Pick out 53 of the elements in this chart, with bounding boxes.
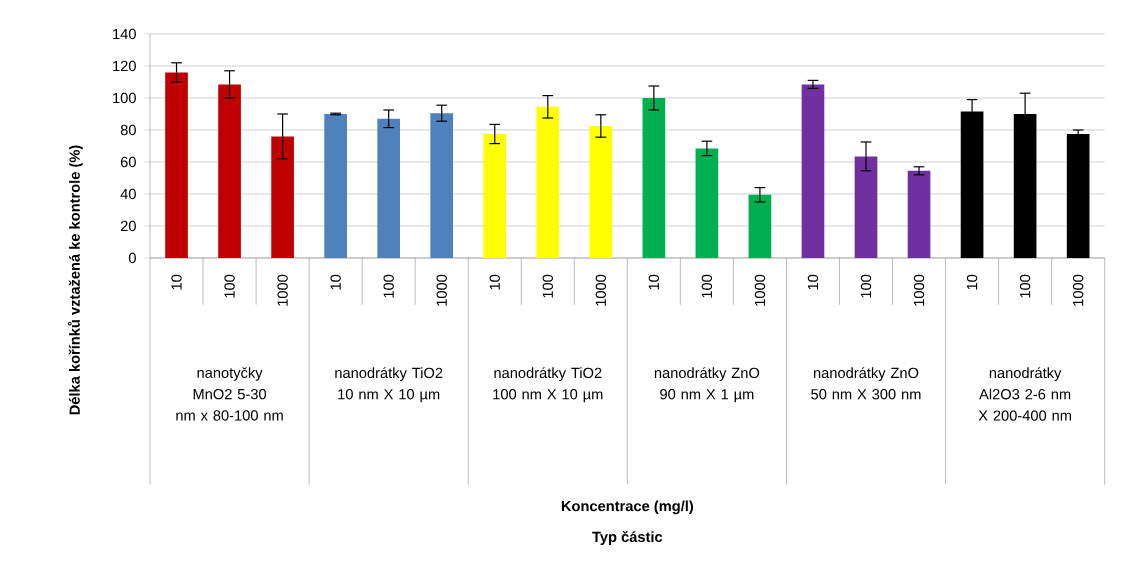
bar <box>377 118 401 258</box>
x-tick-label: 10 <box>489 274 500 290</box>
x-tick-label: 10 <box>648 274 660 290</box>
x-tick-label: 100 <box>224 274 235 298</box>
bar <box>536 106 560 258</box>
bar <box>218 84 241 258</box>
bar <box>695 148 719 258</box>
x-tick-label: 100 <box>383 274 394 298</box>
text: nanodrátky TiO2 10 nm X 10 µm <box>335 367 443 403</box>
y-tick-label: 20 <box>120 220 136 232</box>
text: Typ částic <box>592 531 663 545</box>
text: nanodrátky ZnO 90 nm X 1 µm <box>654 367 760 403</box>
bar <box>854 156 878 258</box>
x-tick-label: 1000 <box>1072 274 1084 306</box>
y-axis-title: Délka kořínků vztažená ke kontrole (%) <box>67 145 83 415</box>
x-tick-label: 10 <box>171 274 182 290</box>
x-tick-label: 10 <box>330 274 341 290</box>
bar <box>589 125 613 258</box>
bar <box>642 97 666 258</box>
bar <box>271 136 294 258</box>
y-tick-label: 60 <box>120 156 136 168</box>
bar <box>1013 114 1037 258</box>
bar <box>430 113 454 258</box>
bar <box>165 72 188 258</box>
bar <box>483 133 507 258</box>
x-tick-label: 1000 <box>277 274 288 306</box>
y-tick-label: 140 <box>113 28 136 40</box>
x-tick-label: 100 <box>860 274 872 298</box>
x-tick-label: 100 <box>701 274 713 298</box>
text: Koncentrace (mg/l) <box>561 500 694 515</box>
y-tick-label: 40 <box>120 188 136 200</box>
x-tick-label: 100 <box>542 274 553 298</box>
bar <box>748 194 772 258</box>
y-tick-label: 120 <box>113 60 136 72</box>
bar <box>324 114 347 258</box>
bar <box>960 111 984 258</box>
x-tick-label: 10 <box>966 274 978 290</box>
bar <box>907 170 931 258</box>
x-tick-label: 100 <box>1019 274 1031 298</box>
y-tick-label: 80 <box>120 124 136 136</box>
y-tick-label: 100 <box>113 92 136 104</box>
x-tick-label: 1000 <box>913 274 925 306</box>
x-tick-label: 10 <box>807 274 819 290</box>
x-tick-label: 1000 <box>754 274 766 306</box>
text: nanodrátky TiO2 100 nm X 10 µm <box>493 367 603 403</box>
x-tick-label: 1000 <box>436 274 447 306</box>
text: nanodrátky ZnO 50 nm X 300 nm <box>811 367 921 400</box>
y-tick-label: 0 <box>128 252 136 264</box>
bar <box>1066 133 1090 258</box>
bar <box>801 84 825 258</box>
text: nanodrátky Al2O3 2-6 nm X 200-400 nm <box>978 367 1071 421</box>
text: nanotyčky MnO2 5-30 nm x 80-100 nm <box>176 367 283 421</box>
x-tick-label: 1000 <box>595 274 607 306</box>
